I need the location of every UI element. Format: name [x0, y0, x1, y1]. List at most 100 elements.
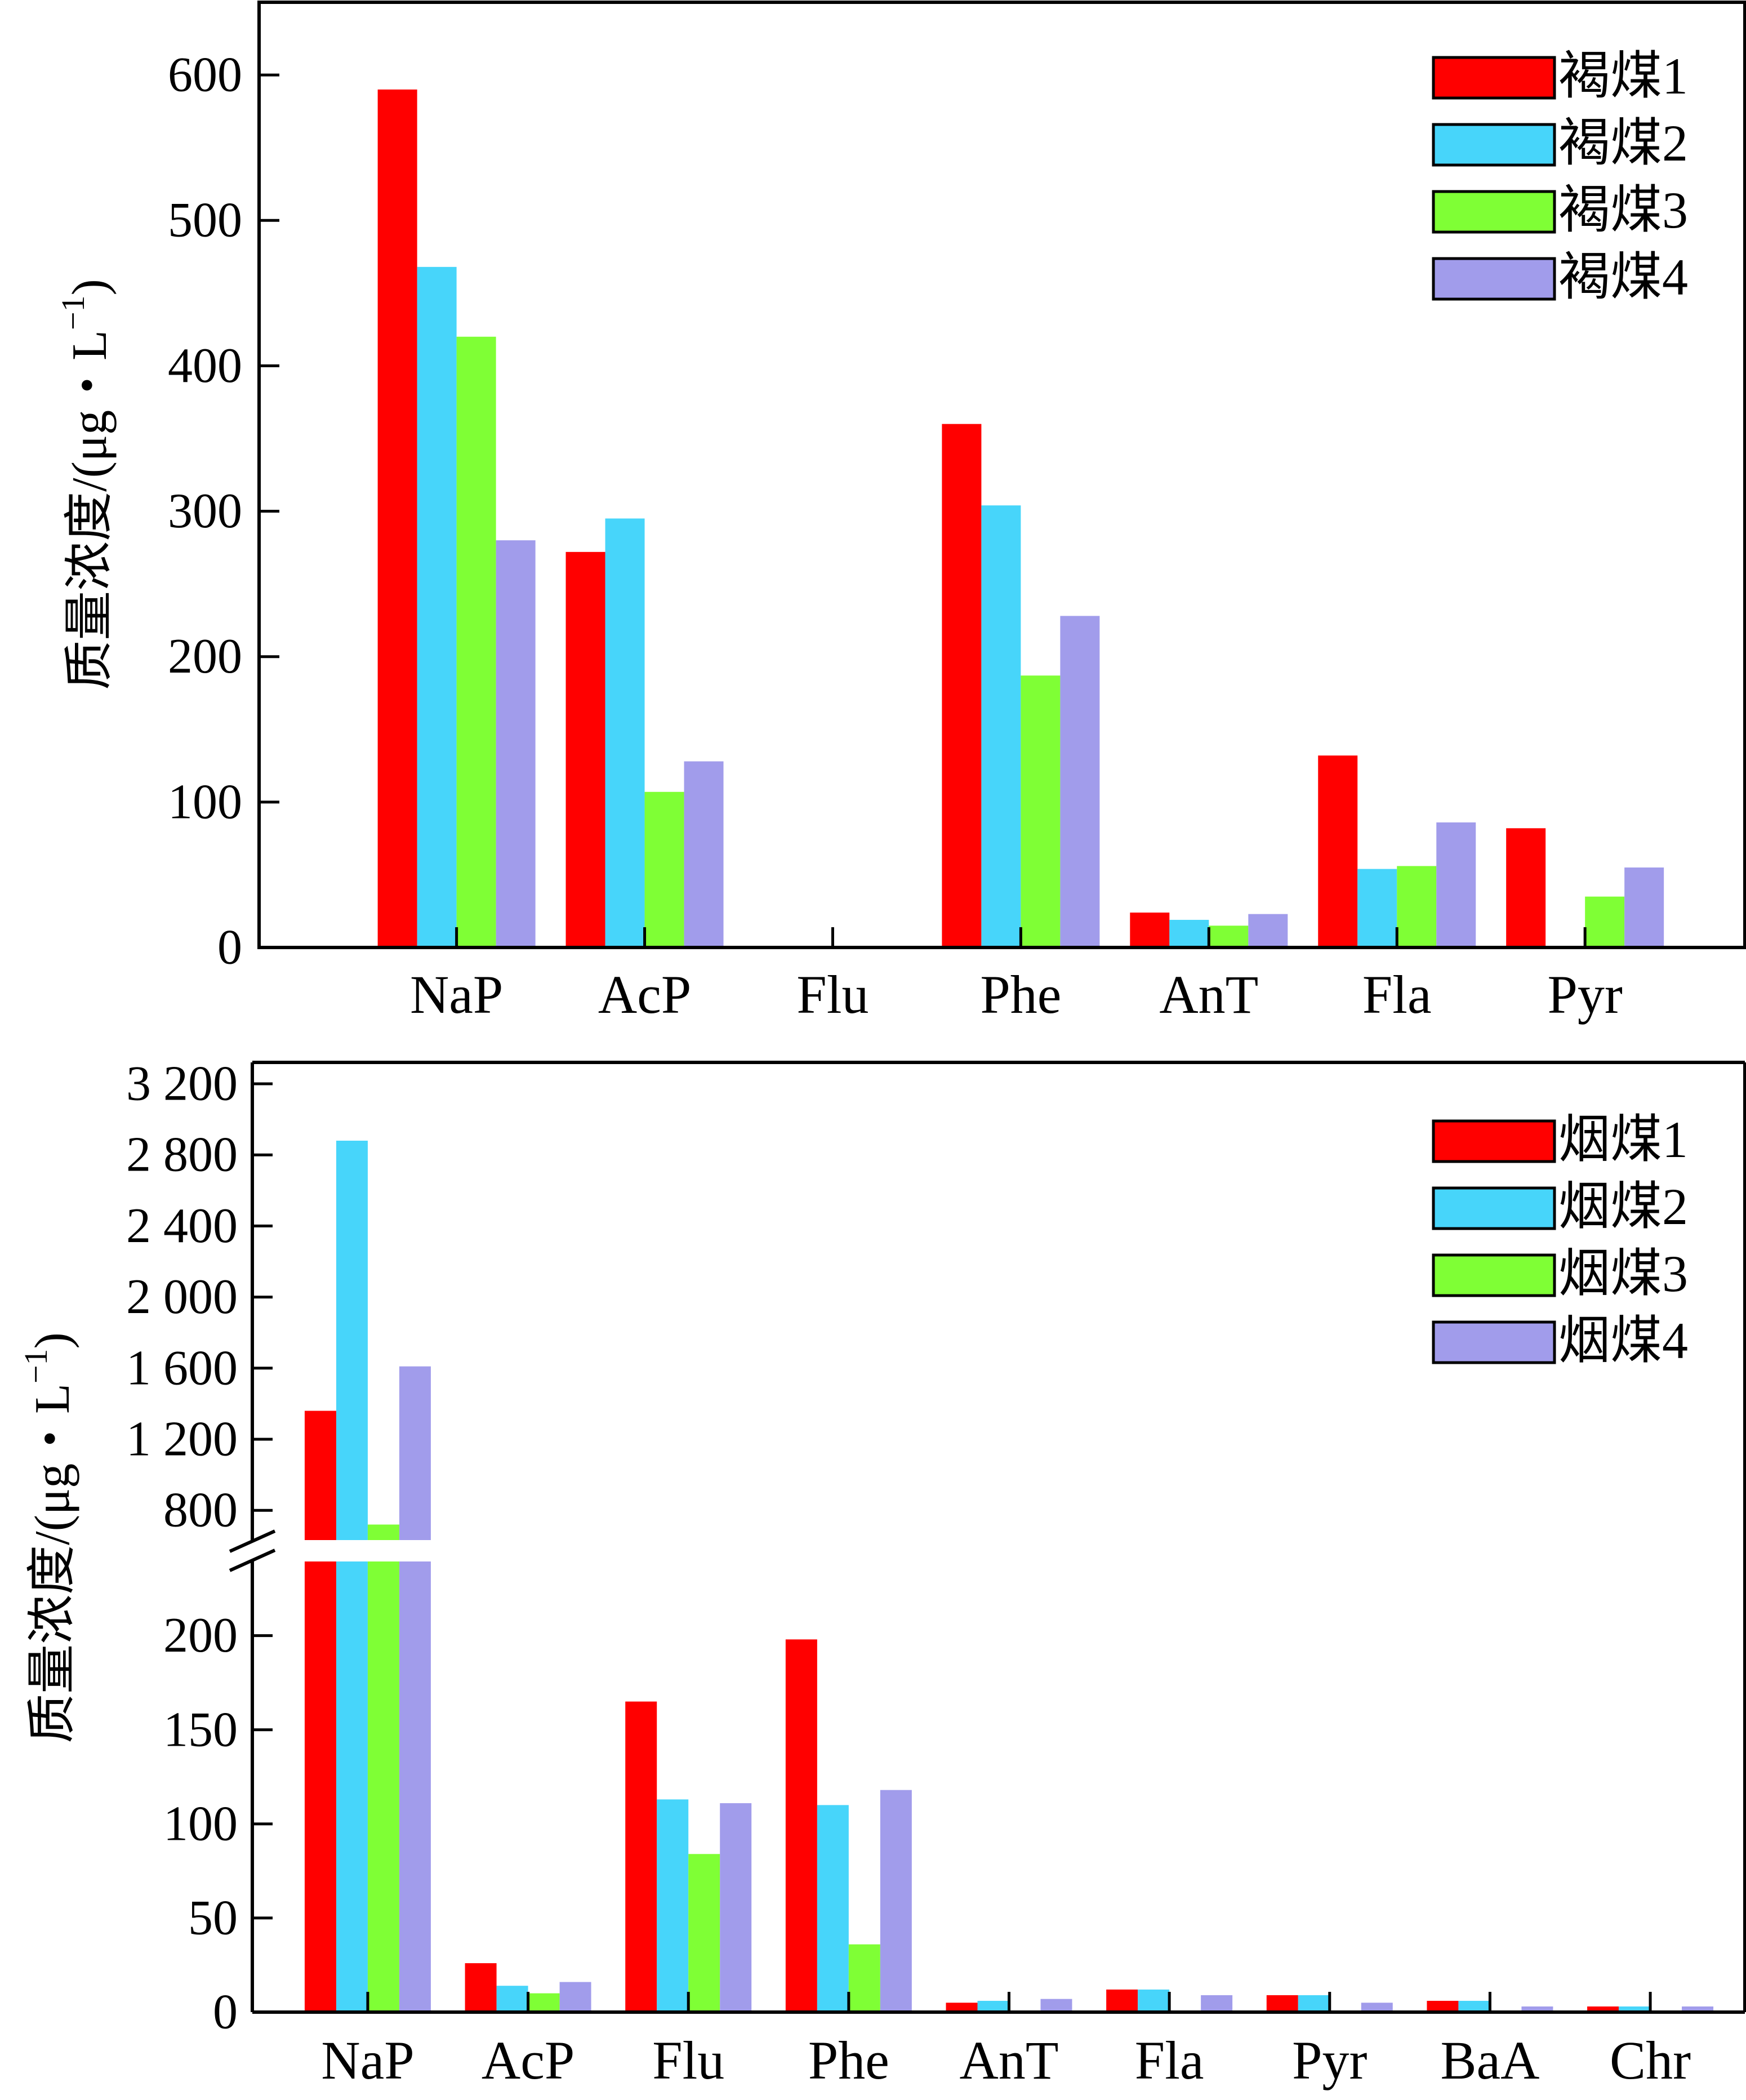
bar-Phe-褐煤4: [1060, 616, 1100, 947]
top-chart: NaP AcP Flu Phe AnT Fla Pyr 0 100 200 300 400 500 600…: [55, 1, 1746, 1025]
x-tick-label-Pyr: Pyr: [1547, 964, 1622, 1025]
x-tick-label-Fla: Fla: [1362, 964, 1432, 1025]
legend-label-1: 烟煤1: [1558, 1111, 1688, 1168]
x-tick-label-Flu: Flu: [652, 2030, 724, 2090]
bar-NaP-烟煤4: [399, 1366, 431, 1540]
axis-break-mark-1: [229, 1529, 276, 1553]
legend: 褐煤1 褐煤2 褐煤3 褐煤4: [1432, 47, 1688, 306]
bar-NaP-褐煤3: [456, 336, 496, 947]
bar-AcP-烟煤3: [528, 1993, 560, 2012]
y-tick-label-1200: 1 200: [126, 1412, 238, 1467]
legend: 烟煤1 烟煤2 烟煤3 烟煤4: [1432, 1111, 1688, 1369]
bar-AcP-烟煤2: [496, 1986, 528, 2012]
x-tick-label-BaA: BaA: [1440, 2030, 1539, 2090]
x-tick-label-AcP: AcP: [598, 964, 691, 1025]
bar-AnT-烟煤1: [946, 2003, 978, 2012]
bar-Fla-褐煤1: [1318, 755, 1358, 947]
bar-AcP-褐煤1: [565, 551, 605, 947]
bar-Flu-烟煤4: [720, 1803, 752, 2012]
x-tick-label-NaP: NaP: [321, 2030, 414, 2090]
bar-Phe-烟煤4: [880, 1790, 912, 2012]
bar-Chr-烟煤1: [1587, 2006, 1619, 2012]
legend-swatch-3: [1432, 190, 1556, 234]
bar-AcP-烟煤4: [559, 1982, 591, 2012]
bar-Fla-褐煤3: [1397, 866, 1437, 947]
x-tick-label-Flu: Flu: [796, 964, 868, 1025]
bar-Flu-烟煤1: [625, 1701, 657, 2012]
bar-NaP-褐煤4: [496, 540, 536, 947]
bar-AnT-褐煤4: [1248, 914, 1288, 947]
bar-Fla-烟煤1: [1106, 1989, 1138, 2012]
legend-label-3: 褐煤3: [1558, 181, 1688, 239]
legend-label-1: 褐煤1: [1558, 47, 1688, 105]
bar-AcP-烟煤1: [465, 1963, 497, 2012]
y-tick-label-400: 400: [168, 339, 242, 393]
legend-swatch-1: [1432, 1119, 1556, 1163]
x-tick-label-Phe: Phe: [808, 2030, 889, 2090]
bar-NaP-烟煤3: [367, 1524, 399, 1540]
legend-label-2: 烟煤2: [1558, 1178, 1688, 1235]
bar-NaP-烟煤4-lower: [399, 1561, 431, 2012]
x-tick-label-Phe: Phe: [980, 964, 1061, 1025]
bar-Pyr-褐煤4: [1624, 867, 1664, 947]
bar-AcP-褐煤3: [644, 791, 684, 947]
bottom-chart: NaP AcP Flu Phe AnT Fla Pyr BaA Chr 0 50 100 150 200 8…: [17, 1057, 1746, 2090]
bar-Phe-褐煤3: [1021, 675, 1061, 947]
bar-NaP-烟煤1: [304, 1411, 336, 1540]
bar-Phe-烟煤1: [785, 1639, 817, 2012]
bar-Phe-褐煤1: [942, 424, 982, 947]
bar-Pyr-褐煤3: [1585, 896, 1625, 947]
bar-Fla-烟煤2: [1138, 1989, 1170, 2012]
legend-label-4: 烟煤4: [1558, 1312, 1688, 1369]
x-tick-label-Fla: Fla: [1135, 2030, 1204, 2090]
y-tick-label-2000: 2 000: [126, 1270, 238, 1324]
x-tick-label-Chr: Chr: [1610, 2030, 1691, 2090]
y-tick-label-2400: 2 400: [126, 1199, 238, 1253]
bar-AnT-褐煤3: [1209, 926, 1249, 947]
legend-label-3: 烟煤3: [1558, 1245, 1688, 1302]
y-axis-label: 质量浓度/(μg・L−1): [17, 1332, 80, 1743]
legend-swatch-2: [1432, 123, 1556, 167]
bar-NaP-烟煤1-lower: [304, 1561, 336, 2012]
x-tick-label-Pyr: Pyr: [1292, 2030, 1367, 2090]
bar-NaP-烟煤3-lower: [367, 1561, 399, 2012]
bar-BaA-烟煤4: [1521, 2006, 1553, 2012]
axis-break-gap: [249, 1540, 362, 1561]
legend-label-4: 褐煤4: [1558, 248, 1688, 306]
y-tick-label-200: 200: [163, 1608, 238, 1663]
y-tick-label-500: 500: [168, 193, 242, 248]
bar-AnT-烟煤2: [977, 2000, 1009, 2012]
bar-Pyr-褐煤1: [1506, 828, 1546, 947]
plot-frame: [257, 1, 1746, 949]
y-axis-label: 质量浓度/(μg・L−1): [55, 279, 117, 690]
y-tick-label-1600: 1 600: [126, 1341, 238, 1395]
bar-AnT-烟煤4: [1040, 1999, 1072, 2012]
bar-Pyr-烟煤1: [1266, 1995, 1298, 2012]
bar-Phe-褐煤2: [981, 505, 1021, 947]
bar-Fla-烟煤4: [1201, 1995, 1233, 2012]
bar-Phe-烟煤2: [817, 1805, 849, 2012]
bar-AnT-褐煤1: [1130, 913, 1170, 947]
bar-NaP-褐煤2: [417, 266, 457, 948]
y-tick-label-2800: 2 800: [126, 1128, 238, 1182]
bar-AcP-褐煤4: [684, 761, 724, 947]
y-tick-label-50: 50: [188, 1890, 238, 1945]
bar-Flu-烟煤3: [688, 1854, 720, 2012]
bar-Chr-烟煤2: [1619, 2006, 1651, 2012]
y-tick-label-0: 0: [213, 1985, 238, 2040]
y-tick-label-150: 150: [163, 1702, 238, 1757]
y-tick-label-100: 100: [168, 775, 242, 829]
bar-Fla-褐煤4: [1436, 822, 1476, 947]
bar-NaP-烟煤2-lower: [336, 1561, 368, 2012]
bar-NaP-褐煤1: [377, 89, 417, 947]
bar-Phe-烟煤3: [848, 1944, 880, 2012]
bar-BaA-烟煤1: [1427, 2000, 1459, 2012]
axis-break-mark-2: [229, 1549, 276, 1572]
y-tick-label-300: 300: [168, 484, 242, 539]
bar-AnT-褐煤2: [1169, 919, 1209, 947]
bar-AcP-褐煤2: [605, 518, 645, 947]
y-tick-label-200: 200: [168, 629, 242, 684]
y-tick-label-0: 0: [217, 920, 242, 975]
x-tick-label-AnT: AnT: [1159, 964, 1258, 1025]
